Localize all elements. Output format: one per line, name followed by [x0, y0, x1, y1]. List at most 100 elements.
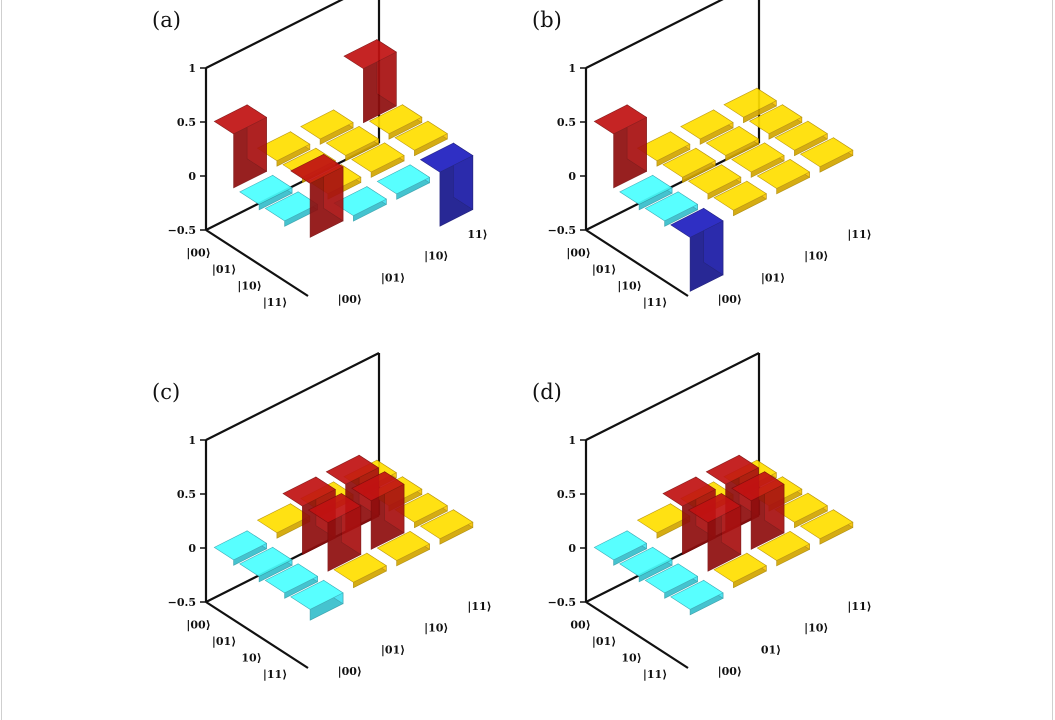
- row-label: |10⟩: [617, 279, 641, 292]
- bar-top-face: [644, 563, 699, 594]
- bar-top-face: [705, 454, 760, 485]
- bar-top-face: [593, 530, 648, 561]
- bar-top-face: [239, 174, 293, 205]
- bars: [213, 39, 474, 238]
- row-label: 10⟩: [241, 651, 261, 664]
- bar-3-2: [376, 530, 431, 567]
- bar-top-face: [419, 142, 474, 173]
- bar-2-3: [394, 120, 448, 157]
- z-tick-label: 0: [188, 170, 196, 183]
- row-label: 10⟩: [621, 651, 641, 664]
- panel-label: (c): [152, 380, 180, 404]
- z-tick-label: 0: [568, 542, 576, 555]
- bar-top-face: [307, 493, 362, 523]
- bar-top-face: [636, 503, 691, 534]
- bar-top-face: [376, 531, 431, 561]
- bar-3-0: [290, 579, 344, 621]
- bar-top-face: [774, 492, 828, 523]
- bar-0-1: [256, 131, 311, 167]
- column-label: |00⟩: [338, 665, 362, 678]
- bar-top-face: [713, 552, 767, 583]
- bar-3-3: [419, 142, 474, 227]
- z-tick-label: 0: [188, 542, 196, 555]
- column-label: |10⟩: [804, 250, 828, 263]
- bar-3-1: [333, 552, 387, 589]
- bar-0-2: [680, 109, 734, 145]
- bar-2-1: [687, 164, 742, 200]
- bar-3-1: [713, 180, 767, 217]
- z-tick-label: 1: [188, 62, 196, 75]
- bar-top-face: [213, 104, 268, 135]
- bar-0-1: [636, 131, 691, 167]
- bar-1-2: [325, 125, 380, 162]
- bar-top-face: [687, 164, 742, 195]
- bar-top-face: [333, 552, 387, 583]
- column-label: |10⟩: [424, 250, 448, 263]
- column-label: 11⟩: [467, 228, 487, 241]
- bar-top-face: [644, 191, 699, 222]
- bar-1-3: [748, 104, 803, 140]
- row-label: |11⟩: [643, 296, 667, 309]
- column-label: |11⟩: [847, 600, 871, 613]
- column-label: |00⟩: [338, 293, 362, 306]
- bar-2-3: [394, 492, 448, 529]
- bar-top-face: [662, 147, 716, 178]
- bar-top-face: [723, 87, 777, 118]
- bar-top-face: [256, 131, 311, 162]
- bar-top-face: [300, 109, 354, 140]
- panel-label: (a): [152, 8, 181, 32]
- bar-3-3: [419, 509, 474, 545]
- bar-top-face: [731, 471, 785, 502]
- bar-top-face: [333, 186, 387, 217]
- bar-top-face: [376, 164, 431, 195]
- bar-2-3: [774, 120, 828, 157]
- bar-top-face: [619, 174, 673, 205]
- column-label: |00⟩: [718, 293, 742, 306]
- column-label: |01⟩: [381, 643, 405, 656]
- bar-top-face: [394, 120, 448, 151]
- bar-top-face: [774, 120, 828, 151]
- bar-2-0: [644, 191, 699, 227]
- z-tick-label: −0.5: [548, 224, 576, 237]
- row-label: |11⟩: [643, 668, 667, 681]
- bar-1-0: [619, 546, 673, 583]
- bars: [213, 454, 474, 621]
- z-tick-label: −0.5: [168, 596, 196, 609]
- bar-top-face: [419, 509, 474, 540]
- row-label: |10⟩: [237, 279, 261, 292]
- z-tick-label: −0.5: [168, 224, 196, 237]
- z-tick-label: 1: [188, 434, 196, 447]
- bar-top-face: [290, 153, 344, 184]
- row-label: 00⟩: [570, 618, 590, 631]
- bar-top-face: [662, 476, 716, 507]
- bar-3-3: [799, 137, 854, 173]
- bar-top-face: [264, 563, 319, 594]
- bar-3-2: [376, 164, 431, 200]
- row-label: |01⟩: [592, 263, 616, 276]
- bar-0-1: [636, 503, 691, 539]
- row-label: |01⟩: [212, 635, 236, 648]
- bar-3-1: [333, 186, 387, 222]
- panel-a: (a)−0.500.51|00⟩|01⟩|10⟩|11⟩ |00⟩|01⟩|10⟩…: [152, 0, 488, 309]
- bar-top-face: [325, 126, 380, 156]
- column-label: |01⟩: [761, 271, 785, 284]
- bar-0-0: [213, 104, 268, 189]
- bar-top-face: [325, 454, 380, 485]
- z-tick-label: −0.5: [548, 596, 576, 609]
- bar-top-face: [687, 493, 742, 523]
- bars: [593, 454, 854, 616]
- bar-top-face: [756, 531, 811, 561]
- bar-top-face: [705, 126, 760, 156]
- bar-top-face: [213, 530, 268, 561]
- bar-0-2: [300, 109, 354, 145]
- bar-3-1: [713, 552, 767, 589]
- z-tick-label: 1: [568, 62, 576, 75]
- bar-top-face: [680, 109, 734, 140]
- bar-top-face: [636, 131, 691, 162]
- row-label: |11⟩: [263, 668, 287, 681]
- z-tick-label: 0.5: [177, 116, 196, 129]
- right-frame-edge: [1052, 0, 1053, 720]
- row-label: |01⟩: [212, 263, 236, 276]
